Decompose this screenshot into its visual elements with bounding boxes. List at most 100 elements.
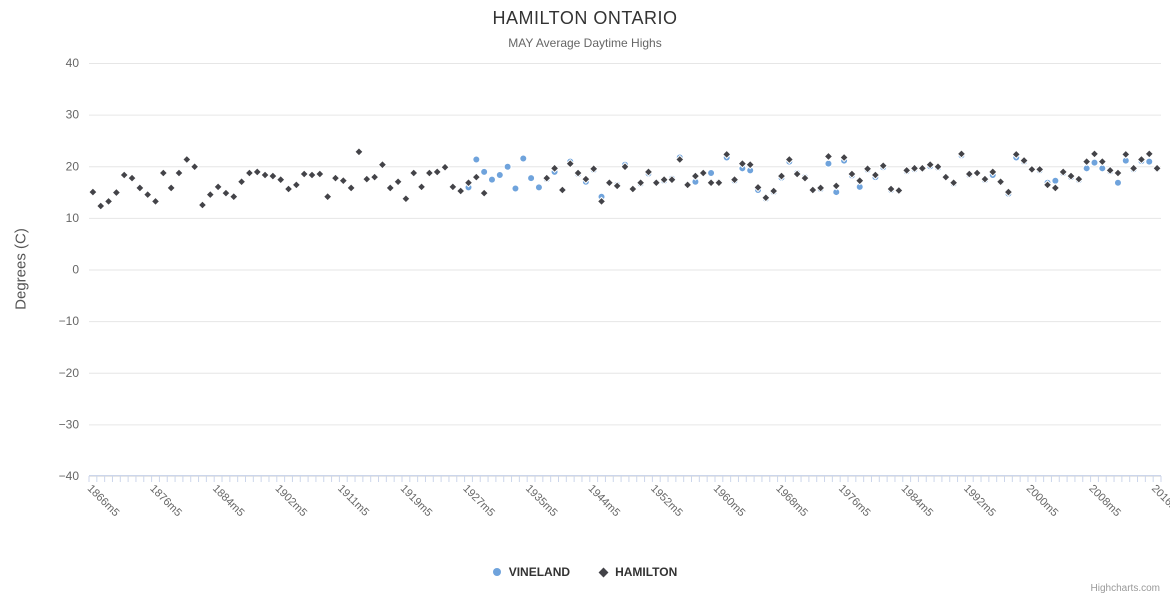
highcharts-credits-link[interactable]: Highcharts.com	[1090, 583, 1160, 594]
hamilton-point[interactable]	[166, 183, 176, 193]
vineland-point[interactable]	[480, 167, 489, 176]
hamilton-point[interactable]	[299, 169, 309, 179]
hamilton-point[interactable]	[393, 177, 403, 187]
hamilton-point[interactable]	[722, 149, 732, 160]
hamilton-point[interactable]	[432, 167, 442, 177]
hamilton-point[interactable]	[377, 159, 388, 170]
hamilton-point[interactable]	[385, 183, 395, 193]
hamilton-point[interactable]	[96, 201, 106, 211]
hamilton-point[interactable]	[995, 177, 1006, 187]
hamilton-point[interactable]	[111, 187, 122, 198]
hamilton-point[interactable]	[862, 164, 873, 174]
hamilton-point[interactable]	[1097, 156, 1108, 167]
hamilton-point[interactable]	[972, 168, 982, 178]
hamilton-point[interactable]	[1027, 164, 1037, 175]
hamilton-point[interactable]	[941, 172, 951, 182]
hamilton-point[interactable]	[706, 178, 716, 188]
hamilton-point[interactable]	[604, 178, 615, 188]
hamilton-point[interactable]	[1011, 149, 1021, 160]
hamilton-point[interactable]	[479, 188, 489, 198]
hamilton-point[interactable]	[667, 174, 677, 185]
hamilton-point[interactable]	[698, 168, 708, 178]
hamilton-point[interactable]	[635, 178, 646, 188]
vineland-point[interactable]	[495, 171, 504, 180]
hamilton-point[interactable]	[189, 162, 200, 172]
hamilton-point[interactable]	[682, 180, 693, 190]
hamilton-point[interactable]	[1144, 149, 1154, 159]
hamilton-point[interactable]	[307, 170, 317, 180]
hamilton-point[interactable]	[260, 170, 270, 180]
hamilton-point[interactable]	[753, 182, 763, 193]
hamilton-point[interactable]	[659, 174, 669, 185]
vineland-point[interactable]	[824, 159, 833, 168]
vineland-point[interactable]	[472, 155, 481, 164]
hamilton-point[interactable]	[933, 162, 943, 172]
hamilton-point[interactable]	[886, 184, 896, 194]
hamilton-point[interactable]	[808, 185, 818, 195]
vineland-point[interactable]	[1113, 178, 1122, 187]
hamilton-point[interactable]	[409, 168, 419, 178]
hamilton-point[interactable]	[651, 178, 662, 188]
hamilton-point[interactable]	[988, 167, 998, 177]
hamilton-point[interactable]	[573, 168, 583, 178]
hamilton-point[interactable]	[127, 173, 137, 183]
hamilton-point[interactable]	[88, 187, 98, 197]
hamilton-point[interactable]	[542, 173, 552, 183]
hamilton-point[interactable]	[221, 188, 231, 198]
hamilton-point[interactable]	[401, 194, 411, 204]
hamilton-point[interactable]	[1081, 156, 1092, 167]
hamilton-point[interactable]	[463, 178, 474, 188]
hamilton-point[interactable]	[369, 172, 380, 182]
hamilton-point[interactable]	[878, 161, 888, 171]
hamilton-point[interactable]	[925, 159, 935, 170]
hamilton-point[interactable]	[839, 152, 849, 163]
vineland-point[interactable]	[1090, 158, 1099, 167]
hamilton-point[interactable]	[588, 164, 599, 174]
legend-item-vineland[interactable]: VINELAND	[492, 565, 570, 579]
hamilton-point[interactable]	[1042, 180, 1053, 190]
hamilton-point[interactable]	[729, 174, 740, 185]
hamilton-point[interactable]	[150, 196, 161, 207]
hamilton-point[interactable]	[205, 189, 215, 200]
hamilton-point[interactable]	[737, 158, 748, 169]
hamilton-point[interactable]	[549, 163, 560, 174]
hamilton-point[interactable]	[1066, 171, 1076, 181]
hamilton-point[interactable]	[894, 185, 904, 196]
hamilton-point[interactable]	[964, 169, 974, 179]
hamilton-point[interactable]	[182, 154, 192, 165]
hamilton-point[interactable]	[800, 173, 810, 183]
hamilton-point[interactable]	[776, 171, 787, 181]
hamilton-point[interactable]	[917, 163, 928, 174]
hamilton-point[interactable]	[1128, 163, 1139, 174]
hamilton-point[interactable]	[1105, 165, 1115, 176]
hamilton-point[interactable]	[354, 147, 364, 157]
hamilton-point[interactable]	[362, 174, 372, 184]
vineland-point[interactable]	[487, 175, 496, 184]
hamilton-point[interactable]	[1074, 174, 1084, 184]
hamilton-point[interactable]	[197, 200, 208, 210]
hamilton-point[interactable]	[1058, 167, 1068, 177]
hamilton-point[interactable]	[628, 184, 638, 194]
hamilton-point[interactable]	[745, 159, 755, 170]
hamilton-point[interactable]	[338, 175, 349, 186]
hamilton-point[interactable]	[612, 181, 622, 191]
hamilton-point[interactable]	[213, 182, 223, 192]
hamilton-point[interactable]	[761, 193, 771, 203]
hamilton-point[interactable]	[1050, 183, 1061, 193]
hamilton-point[interactable]	[565, 158, 575, 169]
hamilton-point[interactable]	[870, 170, 881, 180]
hamilton-point[interactable]	[244, 168, 255, 178]
hamilton-point[interactable]	[792, 169, 802, 179]
hamilton-point[interactable]	[135, 183, 145, 193]
hamilton-point[interactable]	[823, 151, 834, 162]
hamilton-point[interactable]	[440, 162, 450, 172]
hamilton-point[interactable]	[236, 177, 247, 187]
hamilton-point[interactable]	[346, 183, 356, 193]
hamilton-point[interactable]	[815, 183, 826, 193]
hamilton-point[interactable]	[596, 196, 607, 207]
hamilton-point[interactable]	[675, 154, 685, 165]
hamilton-point[interactable]	[103, 196, 114, 207]
hamilton-point[interactable]	[581, 174, 591, 184]
hamilton-point[interactable]	[1113, 168, 1123, 178]
hamilton-point[interactable]	[1003, 187, 1014, 197]
